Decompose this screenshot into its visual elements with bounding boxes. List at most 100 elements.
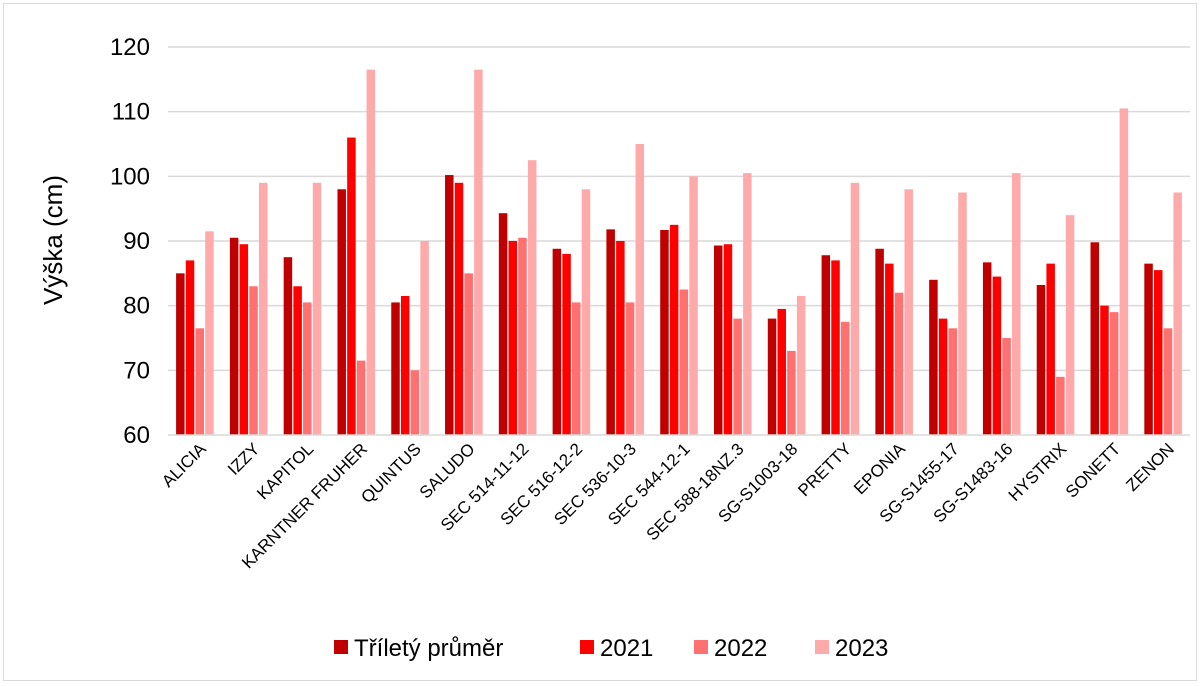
bar bbox=[1002, 338, 1011, 435]
bar bbox=[929, 279, 938, 435]
chart-frame bbox=[3, 3, 1197, 681]
bar bbox=[767, 318, 777, 435]
bar bbox=[410, 370, 420, 435]
bar bbox=[1163, 328, 1173, 435]
bar bbox=[787, 350, 796, 435]
bar bbox=[356, 360, 366, 435]
x-tick-label: PRETTY bbox=[794, 439, 855, 500]
x-tick-label: ZENON bbox=[1122, 439, 1178, 495]
legend: Tříletý průměr 2021 2022 2023 bbox=[334, 635, 888, 662]
bar bbox=[1173, 192, 1182, 435]
y-tick-label: 60 bbox=[123, 422, 150, 449]
bar bbox=[1056, 376, 1065, 435]
x-tick-label: SEC 588-18NZ.3 bbox=[643, 439, 748, 544]
bar bbox=[777, 308, 786, 435]
bar bbox=[347, 137, 356, 435]
y-tick-label: 100 bbox=[110, 163, 150, 190]
bar bbox=[625, 302, 635, 435]
x-tick-label: ALICIA bbox=[158, 439, 210, 491]
bar bbox=[723, 244, 733, 435]
bar bbox=[205, 231, 214, 435]
bar bbox=[572, 302, 581, 435]
bar bbox=[249, 286, 258, 435]
gridlines bbox=[168, 46, 1190, 372]
bar bbox=[312, 182, 322, 435]
bar bbox=[733, 318, 742, 435]
bar bbox=[229, 237, 239, 435]
bar bbox=[796, 295, 806, 435]
legend-swatch bbox=[580, 640, 594, 654]
bar bbox=[1090, 242, 1100, 435]
bar bbox=[445, 175, 454, 436]
legend-label: 2021 bbox=[600, 635, 653, 662]
bar bbox=[391, 302, 400, 435]
bar bbox=[1100, 305, 1109, 435]
y-tick-label: 110 bbox=[112, 99, 150, 126]
bar bbox=[948, 328, 958, 435]
bar bbox=[581, 189, 591, 435]
bar bbox=[293, 286, 302, 435]
bar bbox=[303, 302, 312, 435]
bar bbox=[958, 192, 967, 435]
bar bbox=[337, 189, 346, 435]
bar bbox=[875, 248, 884, 435]
x-tick-label: IZZY bbox=[224, 439, 263, 478]
bar bbox=[1119, 108, 1129, 436]
bar bbox=[508, 241, 518, 435]
bar bbox=[982, 262, 992, 435]
x-tick-label: SONETT bbox=[1062, 439, 1124, 501]
bar bbox=[283, 257, 293, 435]
bar bbox=[454, 182, 464, 435]
bar bbox=[938, 318, 948, 435]
y-tick-label: 70 bbox=[123, 357, 150, 384]
bar bbox=[904, 189, 913, 435]
bar bbox=[1144, 263, 1153, 435]
bar bbox=[552, 248, 562, 435]
bar bbox=[660, 230, 669, 435]
bar bbox=[713, 245, 723, 435]
bar bbox=[616, 241, 625, 435]
bar bbox=[464, 273, 473, 435]
bar bbox=[689, 176, 698, 435]
bar bbox=[679, 289, 689, 435]
bar bbox=[185, 260, 195, 435]
y-axis-title: Výška (cm) bbox=[38, 175, 68, 305]
legend-label: 2022 bbox=[714, 635, 767, 662]
bar bbox=[562, 253, 571, 435]
y-tick-label: 120 bbox=[110, 34, 150, 61]
bar bbox=[258, 182, 268, 435]
x-tick-label: HYSTRIX bbox=[1005, 439, 1071, 505]
legend-swatch bbox=[334, 640, 348, 654]
bar bbox=[239, 244, 249, 435]
bar bbox=[474, 69, 483, 435]
bar bbox=[669, 224, 679, 435]
bar bbox=[840, 321, 850, 435]
bar bbox=[498, 213, 508, 435]
legend-label: 2023 bbox=[835, 635, 888, 662]
bar bbox=[1154, 270, 1163, 435]
bar bbox=[606, 229, 615, 435]
bar bbox=[1046, 263, 1055, 435]
bar bbox=[1036, 284, 1046, 435]
y-tick-label: 80 bbox=[123, 293, 150, 320]
bar bbox=[1012, 173, 1021, 435]
bar bbox=[527, 160, 537, 436]
bar bbox=[831, 260, 840, 435]
y-tick-labels: 60 70 80 90 100 110 120 bbox=[110, 34, 150, 449]
bar bbox=[885, 263, 894, 435]
bar bbox=[400, 295, 410, 435]
bar bbox=[195, 328, 204, 435]
bars bbox=[176, 69, 1182, 436]
bar bbox=[518, 237, 527, 435]
y-tick-label: 90 bbox=[123, 228, 150, 255]
bar bbox=[635, 144, 645, 435]
bar bbox=[992, 276, 1002, 435]
bar bbox=[821, 255, 831, 435]
bar bbox=[850, 182, 860, 435]
bar bbox=[176, 273, 185, 435]
bar bbox=[420, 241, 429, 435]
legend-swatch bbox=[815, 640, 829, 654]
bar bbox=[1065, 215, 1075, 435]
